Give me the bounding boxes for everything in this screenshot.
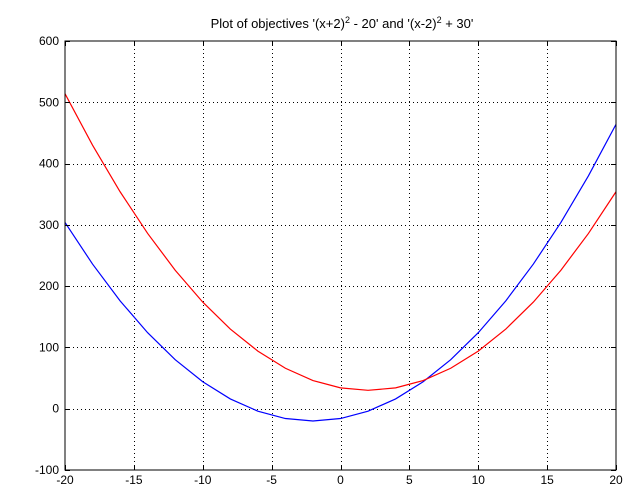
chart-title: Plot of objectives '(x+2)2 - 20' and '(x…	[211, 15, 474, 31]
y-tick-label: 600	[39, 34, 59, 48]
x-tick-label: -10	[194, 473, 212, 487]
title-text: + 30'	[442, 16, 474, 31]
title-text: Plot of objectives '(x+2)	[211, 16, 345, 31]
y-tick-label: 500	[39, 95, 59, 109]
y-tick-label: 400	[39, 157, 59, 171]
series-line-blue	[64, 124, 617, 422]
x-tick-label: 20	[609, 473, 623, 487]
x-tick-label: -5	[266, 473, 277, 487]
x-tick-label: 15	[540, 473, 554, 487]
series-line-red	[64, 93, 617, 391]
x-tick-label: 5	[406, 473, 413, 487]
x-tick-labels: -20 -15 -10 -5 0 5 10 15 20	[56, 473, 623, 487]
tick-marks	[65, 41, 617, 471]
y-tick-label: 100	[39, 340, 59, 354]
x-tick-label: -15	[125, 473, 143, 487]
x-tick-label: 10	[472, 473, 486, 487]
x-tick-label: -20	[56, 473, 74, 487]
grid-lines	[65, 41, 616, 470]
series-lines	[64, 93, 617, 422]
y-tick-label: -100	[35, 463, 59, 477]
title-text: - 20' and '(x-2)	[350, 16, 437, 31]
x-tick-label: 0	[337, 473, 344, 487]
y-tick-label: 0	[52, 402, 59, 416]
title-superscript: 2	[437, 15, 442, 25]
y-tick-label: 300	[39, 218, 59, 232]
title-superscript: 2	[345, 15, 350, 25]
y-tick-labels: -100 0 100 200 300 400 500 600	[35, 34, 59, 477]
plot-frame	[64, 40, 617, 471]
y-tick-label: 200	[39, 279, 59, 293]
